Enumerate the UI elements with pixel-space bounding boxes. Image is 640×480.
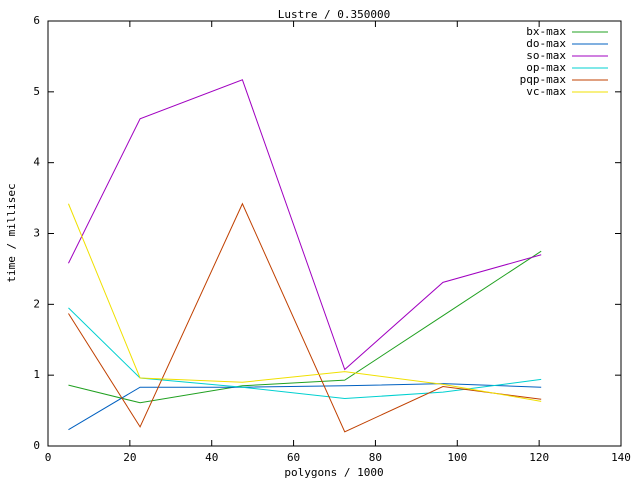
y-tick-label: 5 (33, 85, 40, 98)
x-tick-label: 140 (611, 451, 631, 464)
series-line (68, 203, 542, 402)
legend-label: op-max (526, 61, 566, 74)
x-axis-label: polygons / 1000 (284, 466, 383, 479)
x-tick-label: 120 (529, 451, 549, 464)
series-line (68, 79, 542, 371)
series-line (68, 307, 542, 400)
x-tick-label: 20 (123, 451, 136, 464)
x-tick-label: 0 (45, 451, 52, 464)
y-tick-label: 6 (33, 14, 40, 27)
y-tick-label: 4 (33, 156, 40, 169)
x-tick-label: 60 (287, 451, 300, 464)
x-tick-label: 80 (369, 451, 382, 464)
chart-title: Lustre / 0.350000 (278, 8, 391, 21)
legend-label: so-max (526, 49, 566, 62)
y-axis-label: time / millisec (5, 183, 18, 282)
y-tick-label: 0 (33, 439, 40, 452)
legend-label: bx-max (526, 25, 566, 38)
legend-label: vc-max (526, 85, 566, 98)
series-line (68, 202, 542, 433)
series-line (68, 383, 542, 431)
y-tick-label: 1 (33, 368, 40, 381)
legend-label: pqp-max (520, 73, 567, 86)
series-line (68, 250, 542, 404)
y-tick-label: 2 (33, 297, 40, 310)
legend-label: do-max (526, 37, 566, 50)
y-tick-label: 3 (33, 227, 40, 240)
x-tick-label: 100 (447, 451, 467, 464)
x-tick-label: 40 (205, 451, 218, 464)
